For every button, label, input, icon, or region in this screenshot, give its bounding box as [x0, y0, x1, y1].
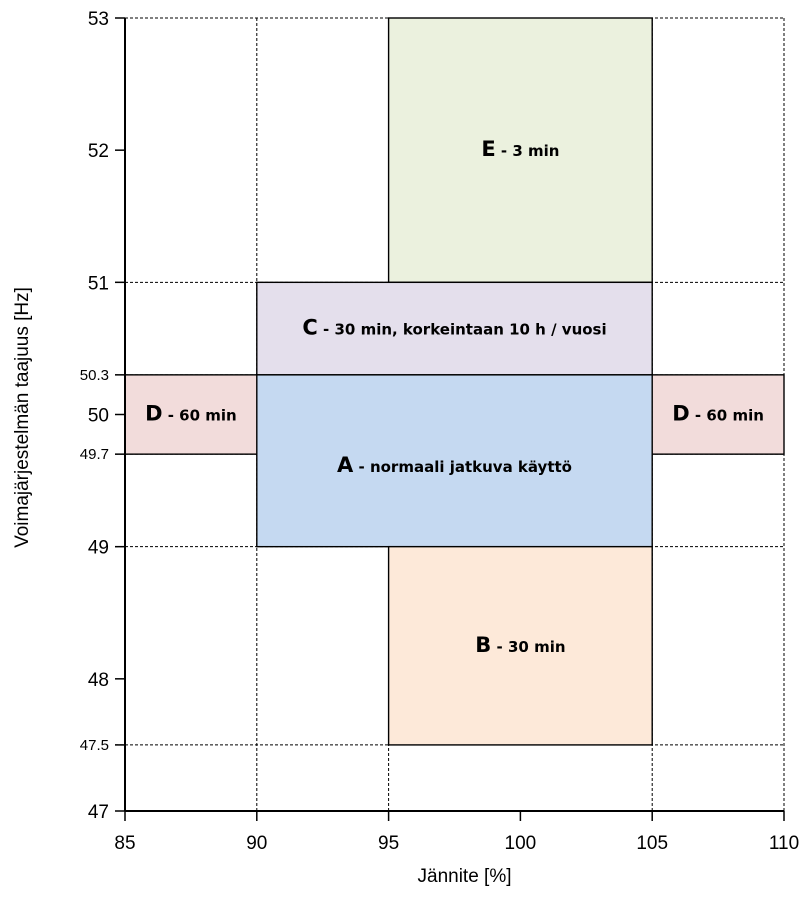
- region-D-left-box: [124, 374, 258, 455]
- y-axis-label: Voimajärjestelmän taajuus [Hz]: [12, 287, 33, 548]
- region-B: B - 30 min: [387, 545, 653, 746]
- region-duration: - normaali jatkuva käyttö: [353, 458, 572, 476]
- region-D-left-label: D - 60 min: [145, 402, 237, 426]
- y-tick-label: 48: [88, 670, 109, 691]
- region-A: A - normaali jatkuva käyttö: [256, 374, 653, 548]
- y-tick-label: 51: [88, 273, 109, 294]
- region-D-left: D - 60 min: [124, 374, 258, 455]
- axes: 47 47.5 48 49 49.7 50 50.3 51 52 53 85 90 95 100 105 11…: [80, 9, 799, 854]
- regions: E - 3 min C - 30 min, korkeintaan 10 h / …: [124, 17, 785, 746]
- x-tick-label: 85: [114, 833, 135, 854]
- y-tick-label: 52: [88, 141, 109, 162]
- region-letter: B: [475, 633, 491, 657]
- y-tick-label: 49.7: [80, 446, 109, 463]
- region-duration: - 30 min, korkeintaan 10 h / vuosi: [318, 321, 607, 339]
- x-tick-label: 95: [378, 833, 399, 854]
- region-letter: E: [481, 137, 495, 161]
- region-D-right-box: [651, 374, 785, 455]
- region-duration: - 60 min: [690, 407, 764, 425]
- y-tick-label: 49: [88, 538, 109, 559]
- y-tick-label: 50: [88, 406, 109, 427]
- region-B-box: [387, 545, 653, 746]
- region-B-label: B - 30 min: [475, 633, 565, 657]
- region-C-label: C - 30 min, korkeintaan 10 h / vuosi: [302, 316, 606, 340]
- region-duration: - 60 min: [163, 407, 237, 425]
- region-E-label: E - 3 min: [481, 137, 559, 161]
- region-D-right-label: D - 60 min: [672, 402, 764, 426]
- x-axis-label: Jännite [%]: [418, 866, 512, 887]
- region-letter: A: [337, 453, 354, 477]
- y-tick-label: 47: [88, 802, 109, 823]
- x-tick-label: 105: [636, 833, 668, 854]
- region-D-right: D - 60 min: [651, 374, 785, 455]
- region-letter: D: [672, 402, 689, 426]
- region-A-label: A - normaali jatkuva käyttö: [337, 453, 572, 477]
- region-letter: C: [302, 316, 317, 340]
- y-tick-label: 47.5: [80, 737, 109, 754]
- y-tick-label: 50.3: [80, 367, 109, 384]
- region-E: E - 3 min: [387, 17, 653, 284]
- region-C-box: [256, 281, 653, 376]
- x-tick-label: 110: [769, 833, 799, 854]
- y-tick-label: 53: [88, 9, 109, 30]
- x-tick-label: 100: [505, 833, 537, 854]
- region-duration: - 30 min: [491, 638, 565, 656]
- region-letter: D: [145, 402, 162, 426]
- region-duration: - 3 min: [496, 142, 560, 160]
- region-A-box: [256, 374, 653, 548]
- region-E-box: [387, 17, 653, 284]
- region-C: C - 30 min, korkeintaan 10 h / vuosi: [256, 281, 653, 376]
- x-tick-label: 90: [246, 833, 267, 854]
